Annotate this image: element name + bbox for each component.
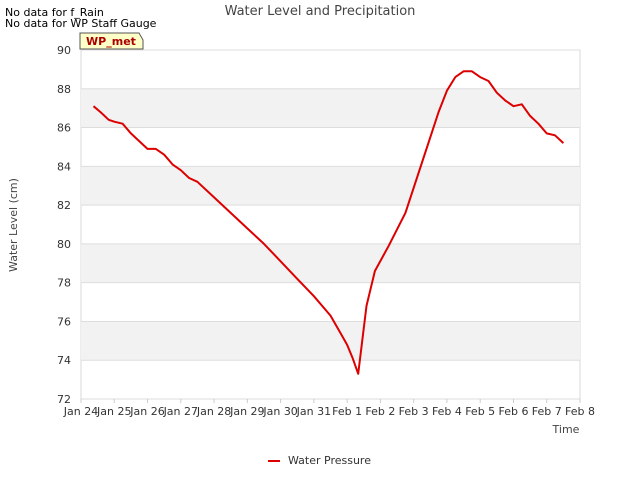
x-tick-label: Jan 31 [296, 405, 331, 418]
x-tick-label: Feb 2 [365, 405, 395, 418]
grid-band [81, 321, 580, 361]
grid-band [81, 243, 580, 283]
site-badge-label: WP_met [86, 35, 136, 48]
x-tick-label: Jan 27 [163, 405, 198, 418]
chart-title: Water Level and Precipitation [225, 4, 416, 19]
x-tick-label: Jan 29 [229, 405, 264, 418]
x-tick-label: Jan 30 [262, 405, 297, 418]
y-tick-label: 76 [57, 315, 71, 328]
y-tick-label: 72 [57, 393, 71, 406]
x-tick-label: Feb 1 [332, 405, 362, 418]
grid-lines [81, 49, 580, 400]
x-tick-label: Feb 4 [432, 405, 462, 418]
x-tick-label: Feb 7 [532, 405, 562, 418]
y-tick-label: 82 [57, 199, 71, 212]
x-tick-label: Jan 25 [96, 405, 131, 418]
grid-bands [81, 88, 580, 361]
y-tick-label: 78 [57, 277, 71, 290]
y-tick-label: 90 [57, 44, 71, 57]
grid-band [81, 88, 580, 128]
legend: Water Pressure [268, 454, 371, 467]
y-tick-label: 80 [57, 238, 71, 251]
grid-band [81, 166, 580, 206]
y-tick-label: 74 [57, 354, 71, 367]
y-tick-label: 88 [57, 83, 71, 96]
y-axis-ticks: 72 74 76 78 80 82 84 86 88 90 [57, 44, 71, 406]
x-tick-label: Feb 6 [498, 405, 528, 418]
y-tick-label: 84 [57, 160, 71, 173]
x-tick-label: Jan 28 [196, 405, 231, 418]
legend-label-water-pressure: Water Pressure [288, 454, 371, 467]
y-tick-label: 86 [57, 122, 71, 135]
x-tick-label: Jan 26 [129, 405, 164, 418]
site-badge: WP_met [79, 32, 144, 50]
x-tick-label: Feb 3 [399, 405, 429, 418]
x-tick-label: Jan 24 [63, 405, 98, 418]
x-axis-label: Time [552, 423, 580, 436]
no-data-note-gauge: No data for WP Staff Gauge [5, 17, 157, 30]
x-tick-label: Feb 5 [465, 405, 495, 418]
x-tick-label: Feb 8 [565, 405, 595, 418]
y-axis-label: Water Level (cm) [7, 178, 20, 272]
no-data-note-rain: No data for f_Rain [5, 6, 104, 19]
series-line-water-pressure [92, 70, 565, 375]
